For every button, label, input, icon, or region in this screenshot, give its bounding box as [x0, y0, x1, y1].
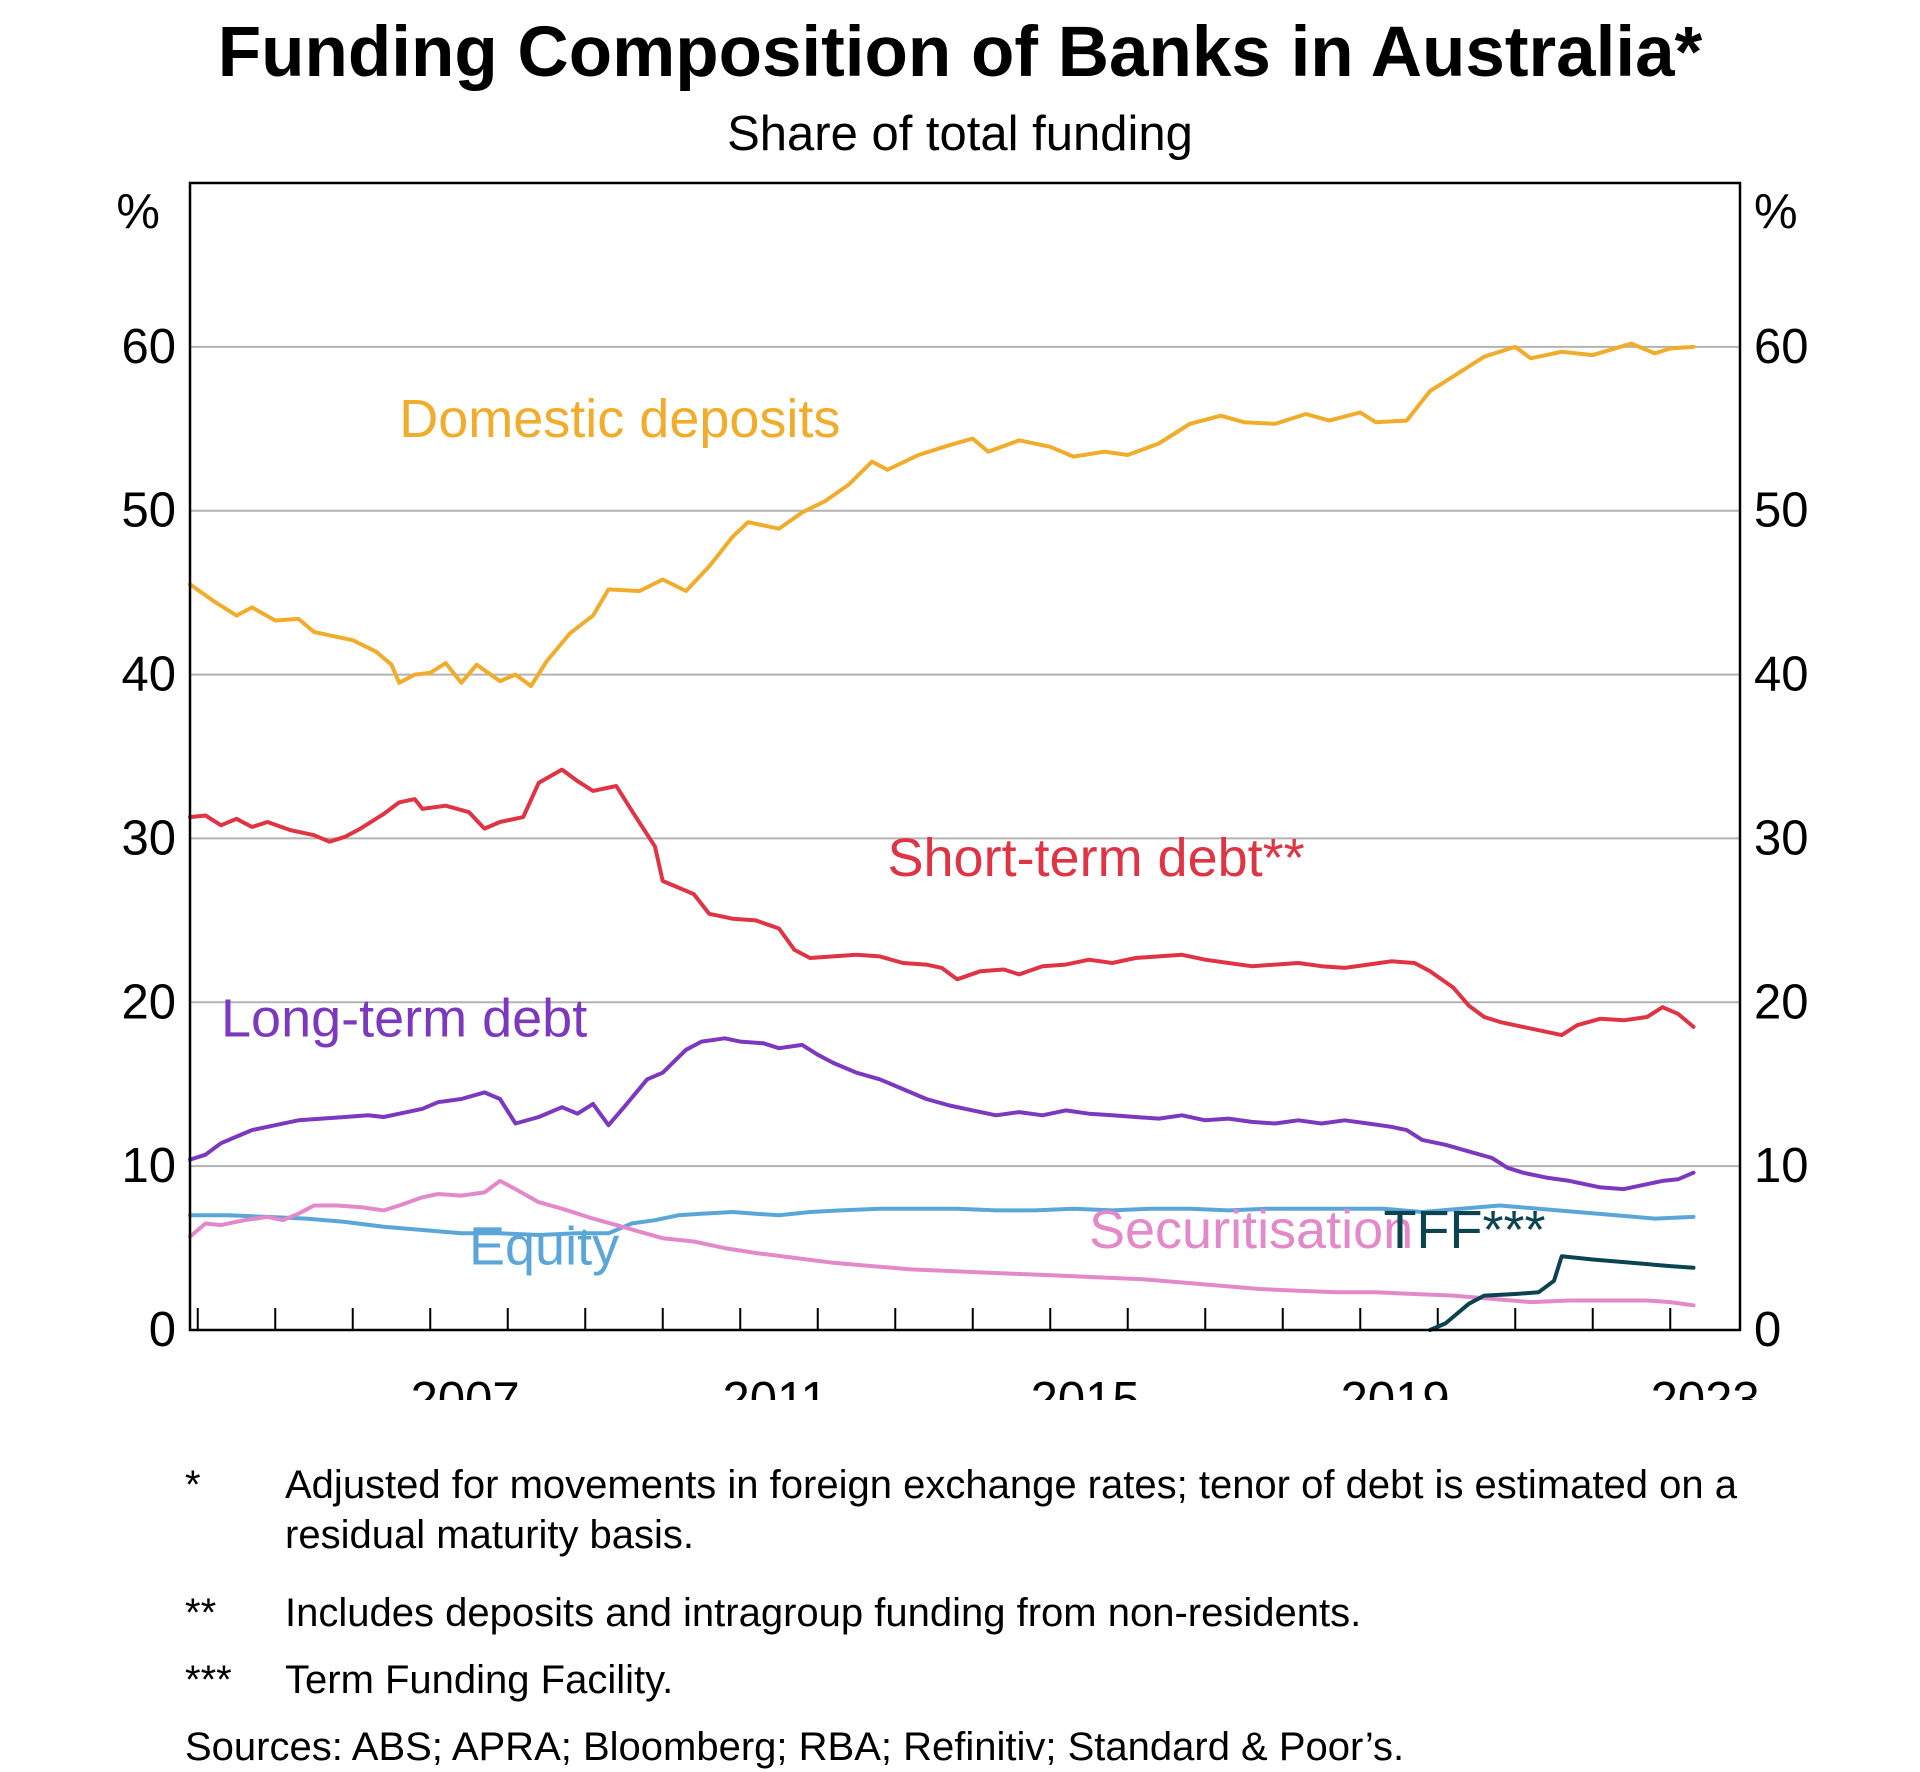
y-unit-label-right: %	[1754, 185, 1798, 239]
series-label-domestic-deposits: Domestic deposits	[399, 389, 840, 449]
series-line-short-term-debt	[188, 767, 1696, 1038]
y-tick-label-left-20: 20	[121, 975, 176, 1029]
footnote-mark-2: **	[185, 1591, 217, 1635]
y-tick-label-left-50: 50	[121, 484, 176, 538]
series-label-short-term-debt: Short-term debt**	[888, 828, 1305, 888]
x-tick-label-2019: 2019	[1341, 1373, 1450, 1400]
series-line-securitisation	[188, 1178, 1696, 1308]
y-tick-label-left-40: 40	[121, 648, 176, 702]
plot-frame	[188, 181, 1742, 1332]
footnote-mark-1: *	[185, 1463, 201, 1507]
footnote-text-2: Includes deposits and intragroup funding…	[285, 1591, 1362, 1635]
series-label-tff: TFF***	[1384, 1200, 1546, 1260]
y-tick-label-left-10: 10	[121, 1139, 176, 1193]
x-tick-label-2011: 2011	[722, 1373, 827, 1400]
y-tick-label-right-30: 30	[1754, 811, 1809, 865]
y-tick-label-right-60: 60	[1754, 320, 1809, 374]
y-tick-label-left-30: 30	[121, 811, 176, 865]
series-label-equity: Equity	[469, 1216, 619, 1276]
y-tick-label-right-40: 40	[1754, 648, 1809, 702]
footnote-mark-3: ***	[185, 1658, 232, 1702]
y-tick-label-right-50: 50	[1754, 484, 1809, 538]
y-tick-label-right-10: 10	[1754, 1139, 1809, 1193]
x-tick-label-2023: 2023	[1651, 1373, 1760, 1400]
x-tick-label-2015: 2015	[1031, 1373, 1140, 1400]
sources-note: Sources: ABS; APRA; Bloomberg; RBA; Refi…	[185, 1725, 1405, 1769]
series-line-long-term-debt	[188, 1036, 1696, 1192]
series-line-tff	[1428, 1254, 1696, 1332]
footnote-text-1: Adjusted for movements in foreign exchan…	[285, 1463, 1737, 1557]
series-label-long-term-debt: Long-term debt	[221, 989, 587, 1049]
series-line-domestic-deposits	[188, 341, 1696, 688]
y-tick-label-right-20: 20	[1754, 975, 1809, 1029]
chart-subtitle: Share of total funding	[727, 107, 1193, 161]
chart-title: Funding Composition of Banks in Australi…	[217, 13, 1703, 92]
footnote-text-3: Term Funding Facility.	[285, 1658, 674, 1702]
series-line-equity	[188, 1203, 1696, 1237]
y-tick-label-left-0: 0	[149, 1303, 176, 1357]
x-tick-label-2007: 2007	[411, 1373, 520, 1400]
y-tick-label-left-60: 60	[121, 320, 176, 374]
chart: 0 0 10 10 20 20 30 30 40 40 50 50 60 60% % 2007 2011 2015…	[116, 181, 1809, 1400]
series-label-securitisation: Securitisation	[1089, 1200, 1413, 1260]
y-unit-label-left: %	[116, 185, 160, 239]
y-tick-label-right-0: 0	[1754, 1303, 1781, 1357]
